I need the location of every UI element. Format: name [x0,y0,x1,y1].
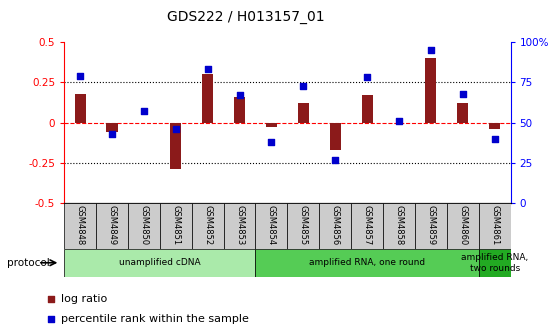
Point [331,157,340,162]
Bar [75,94,86,123]
Point [171,126,180,132]
Bar [479,249,511,277]
Point [108,131,117,137]
Point [363,75,372,80]
Bar [202,74,213,123]
Bar [319,203,351,249]
Text: GSM4851: GSM4851 [171,205,180,245]
Bar [107,123,118,132]
Text: log ratio: log ratio [61,294,107,304]
Bar [234,97,245,123]
Point [299,83,308,88]
Text: GSM4860: GSM4860 [458,205,467,245]
Text: GSM4852: GSM4852 [203,205,212,245]
Text: amplified RNA,
two rounds: amplified RNA, two rounds [461,253,528,272]
Text: percentile rank within the sample: percentile rank within the sample [61,314,249,325]
Point [203,67,212,72]
Text: unamplified cDNA: unamplified cDNA [119,258,201,267]
Bar [298,103,309,123]
Bar [489,123,500,129]
Text: GSM4855: GSM4855 [299,205,308,245]
Text: GSM4859: GSM4859 [426,205,435,245]
Bar [457,103,468,123]
Bar [64,249,256,277]
Text: GSM4858: GSM4858 [395,205,403,245]
Bar [192,203,224,249]
Bar [351,203,383,249]
Bar [128,203,160,249]
Bar [160,203,192,249]
Text: GSM4856: GSM4856 [331,205,340,245]
Text: GSM4850: GSM4850 [140,205,148,245]
Bar [256,249,479,277]
Point [76,73,85,79]
Bar [224,203,256,249]
Bar [96,203,128,249]
Text: protocol: protocol [7,258,50,268]
Bar [425,58,436,123]
Point [490,136,499,141]
Bar [479,203,511,249]
Text: GSM4854: GSM4854 [267,205,276,245]
Point [458,91,467,96]
Point [395,118,403,124]
Point [379,0,388,4]
Text: GSM4848: GSM4848 [76,205,85,245]
Bar [256,203,287,249]
Text: GSM4853: GSM4853 [235,205,244,245]
Point [267,139,276,145]
Bar [330,123,341,150]
Bar [415,203,447,249]
Bar [447,203,479,249]
Text: amplified RNA, one round: amplified RNA, one round [309,258,425,267]
Bar [266,123,277,127]
Point [140,109,148,114]
Bar [170,123,181,169]
Point [235,92,244,98]
Bar [287,203,319,249]
Bar [362,95,373,123]
Point [379,187,388,192]
Bar [383,203,415,249]
Text: GSM4849: GSM4849 [108,205,117,245]
Bar [64,203,96,249]
Text: GSM4861: GSM4861 [490,205,499,245]
Text: GDS222 / H013157_01: GDS222 / H013157_01 [167,10,324,24]
Point [426,47,435,53]
Text: GSM4857: GSM4857 [363,205,372,245]
